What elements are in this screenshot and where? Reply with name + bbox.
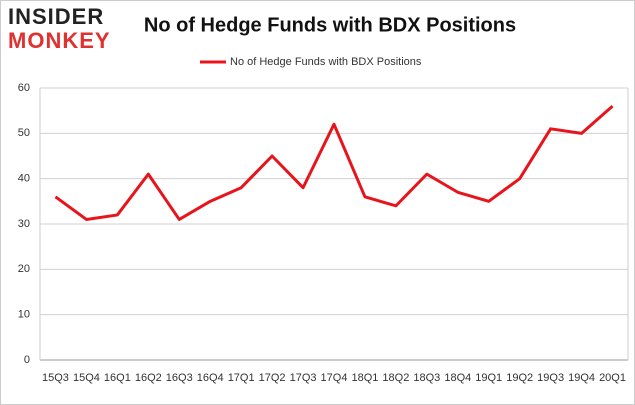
logo-top: INSIDER xyxy=(8,4,104,29)
x-tick-label: 16Q2 xyxy=(135,372,162,384)
y-tick-label: 40 xyxy=(18,173,30,185)
y-tick-label: 30 xyxy=(18,218,30,230)
x-tick-label: 15Q3 xyxy=(42,372,69,384)
x-tick-label: 16Q3 xyxy=(166,372,193,384)
x-tick-label: 18Q1 xyxy=(351,372,378,384)
y-tick-label: 60 xyxy=(18,82,30,94)
y-tick-label: 0 xyxy=(24,354,30,366)
x-tick-label: 17Q1 xyxy=(228,372,255,384)
data-line xyxy=(54,105,614,221)
y-tick-label: 50 xyxy=(18,127,30,139)
legend-label: No of Hedge Funds with BDX Positions xyxy=(230,56,422,68)
x-tick-label: 19Q1 xyxy=(475,372,502,384)
x-tick-label: 16Q4 xyxy=(197,372,224,384)
x-tick-label: 17Q3 xyxy=(290,372,317,384)
x-tick-label: 20Q1 xyxy=(599,372,626,384)
y-tick-label: 20 xyxy=(18,263,30,275)
x-tick-label: 19Q2 xyxy=(506,372,533,384)
x-tick-label: 18Q3 xyxy=(413,372,440,384)
x-tick-label: 15Q4 xyxy=(73,372,100,384)
x-tick-label: 16Q1 xyxy=(104,372,131,384)
x-tick-label: 18Q2 xyxy=(382,372,409,384)
y-tick-label: 10 xyxy=(18,309,30,321)
x-tick-label: 18Q4 xyxy=(444,372,471,384)
x-tick-label: 17Q4 xyxy=(321,372,348,384)
x-tick-label: 17Q2 xyxy=(259,372,286,384)
chart-title: No of Hedge Funds with BDX Positions xyxy=(144,14,516,36)
x-tick-label: 19Q4 xyxy=(568,372,595,384)
x-tick-label: 19Q3 xyxy=(537,372,564,384)
logo-bottom: MONKEY xyxy=(8,28,111,53)
